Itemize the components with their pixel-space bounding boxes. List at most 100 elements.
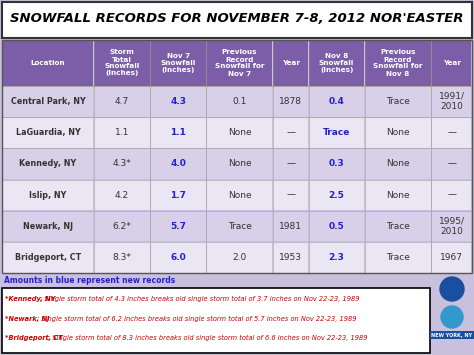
Bar <box>94 148 150 180</box>
Text: Trace: Trace <box>228 222 252 231</box>
Text: 1.7: 1.7 <box>170 191 186 200</box>
Bar <box>2 118 93 148</box>
Bar <box>151 242 206 273</box>
Bar <box>431 211 472 242</box>
Bar <box>273 211 309 242</box>
Text: Year: Year <box>282 60 300 66</box>
Bar <box>273 86 309 117</box>
Bar <box>207 211 272 241</box>
Bar <box>206 117 273 148</box>
Bar <box>2 2 472 38</box>
Bar <box>365 117 431 148</box>
Bar <box>431 148 472 180</box>
Text: 1995/
2010: 1995/ 2010 <box>438 217 465 236</box>
Text: Trace: Trace <box>386 97 410 106</box>
Bar <box>94 117 150 148</box>
Bar <box>365 86 431 117</box>
Bar <box>2 86 94 117</box>
Bar <box>151 211 206 241</box>
Circle shape <box>440 277 464 301</box>
Bar <box>2 211 94 242</box>
Text: Nov 7
Snowfall
(Inches): Nov 7 Snowfall (Inches) <box>161 53 196 73</box>
Bar <box>2 148 94 180</box>
Bar <box>365 242 431 273</box>
Bar <box>2 180 94 211</box>
Text: *Kennedy, NY: *Kennedy, NY <box>5 296 55 302</box>
Bar <box>432 211 472 241</box>
Text: 4.0: 4.0 <box>170 159 186 168</box>
Bar <box>150 86 206 117</box>
Bar <box>365 180 431 210</box>
Bar <box>273 40 308 86</box>
Bar <box>309 40 364 86</box>
Bar <box>273 211 308 241</box>
Bar <box>2 40 472 273</box>
Bar <box>207 242 272 273</box>
Text: —: — <box>286 159 295 168</box>
Text: —: — <box>447 128 456 137</box>
Bar <box>206 242 273 273</box>
Bar <box>432 40 472 86</box>
Text: Newark, NJ: Newark, NJ <box>23 222 73 231</box>
Bar <box>365 118 431 148</box>
Bar <box>94 180 150 211</box>
Bar <box>365 211 431 241</box>
Bar <box>432 149 472 179</box>
Bar <box>2 149 93 179</box>
Bar <box>309 180 364 210</box>
Bar <box>365 40 431 86</box>
Bar <box>94 86 150 117</box>
Text: 5.7: 5.7 <box>170 222 186 231</box>
Bar <box>2 40 93 86</box>
Bar <box>94 118 150 148</box>
Text: *Newark, NJ: *Newark, NJ <box>5 316 49 322</box>
Bar <box>151 180 206 210</box>
Text: Amounts in blue represent new records: Amounts in blue represent new records <box>4 276 175 285</box>
Bar <box>273 149 308 179</box>
Bar <box>432 180 472 210</box>
Text: Previous
Record
Snowfall for
Nov 8: Previous Record Snowfall for Nov 8 <box>373 49 423 76</box>
Text: NEW YORK, NY: NEW YORK, NY <box>431 333 473 338</box>
Bar <box>365 40 431 86</box>
Bar <box>151 40 206 86</box>
Bar <box>431 40 472 86</box>
Bar <box>432 242 472 273</box>
Bar <box>365 149 431 179</box>
Bar <box>207 87 272 117</box>
Bar <box>309 40 365 86</box>
Text: 4.7: 4.7 <box>115 97 129 106</box>
Text: 6.2*: 6.2* <box>113 222 131 231</box>
Bar <box>309 149 364 179</box>
Bar <box>2 242 94 273</box>
Bar <box>207 149 272 179</box>
Text: 4.2: 4.2 <box>115 191 129 200</box>
Bar <box>94 242 150 273</box>
Bar <box>94 87 150 117</box>
Bar <box>94 211 150 241</box>
Bar <box>150 242 206 273</box>
Text: —: — <box>286 128 295 137</box>
Text: None: None <box>386 191 410 200</box>
Bar <box>150 148 206 180</box>
Bar <box>431 242 472 273</box>
Text: 1981: 1981 <box>279 222 302 231</box>
Text: LaGuardia, NY: LaGuardia, NY <box>16 128 81 137</box>
Bar <box>432 118 472 148</box>
Bar <box>365 211 431 242</box>
Text: Trace: Trace <box>386 253 410 262</box>
Bar <box>273 87 308 117</box>
Text: Location: Location <box>31 60 65 66</box>
Bar <box>150 117 206 148</box>
Bar <box>151 149 206 179</box>
Text: Bridgeport, CT: Bridgeport, CT <box>15 253 81 262</box>
Text: 2.5: 2.5 <box>328 191 345 200</box>
Bar <box>94 211 150 242</box>
Text: 0.5: 0.5 <box>329 222 345 231</box>
Text: 0.3: 0.3 <box>329 159 345 168</box>
Circle shape <box>441 306 463 328</box>
Bar <box>206 86 273 117</box>
Bar <box>150 40 206 86</box>
Text: Kennedy, NY: Kennedy, NY <box>19 159 77 168</box>
Bar <box>309 180 365 211</box>
Text: Trace: Trace <box>386 222 410 231</box>
